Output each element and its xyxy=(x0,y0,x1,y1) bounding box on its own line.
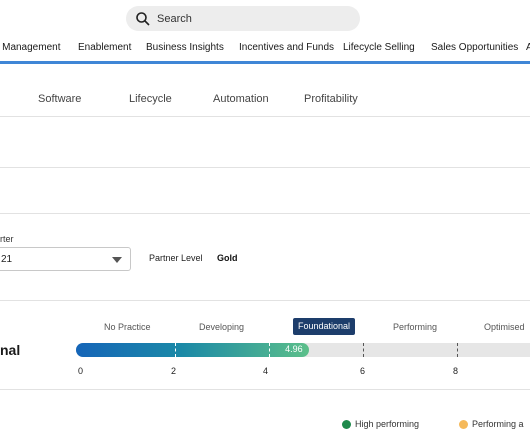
nav-item-sales-opportunities[interactable]: Sales Opportunities xyxy=(431,42,519,53)
nav-item-partner-management[interactable]: r Management xyxy=(0,42,61,53)
tick-marker xyxy=(175,343,176,357)
nav-active-underline xyxy=(0,61,530,64)
divider xyxy=(0,167,530,168)
divider xyxy=(0,300,530,301)
search-icon xyxy=(136,11,150,26)
quarter-select-value: 21 xyxy=(1,254,13,265)
partner-level-value: Gold xyxy=(217,253,238,263)
legend-label-performing: Performing a xyxy=(472,419,524,429)
maturity-progress-fill: 4.96 xyxy=(76,343,310,357)
chevron-down-icon xyxy=(112,257,122,263)
search-bar[interactable] xyxy=(126,6,360,31)
partner-level-label: Partner Level xyxy=(149,253,203,263)
stage-developing: Developing xyxy=(199,322,245,332)
legend-dot-high-performing xyxy=(342,420,351,429)
nav-item-more[interactable]: A xyxy=(526,42,530,53)
divider xyxy=(0,389,530,390)
axis-tick-label: 4 xyxy=(263,366,269,376)
legend-dot-performing xyxy=(459,420,468,429)
axis-tick-label: 6 xyxy=(360,366,366,376)
divider xyxy=(0,116,530,117)
nav-item-lifecycle-selling[interactable]: Lifecycle Selling xyxy=(343,42,415,53)
search-input[interactable] xyxy=(157,12,337,25)
main-nav: r Management Enablement Business Insight… xyxy=(0,38,530,62)
tab-automation[interactable]: Automation xyxy=(213,93,269,105)
quarter-label: rter xyxy=(0,234,14,244)
tick-marker xyxy=(457,343,458,357)
divider xyxy=(0,213,530,214)
maturity-progress-track: 4.96 xyxy=(76,343,530,357)
stage-performing: Performing xyxy=(393,322,438,332)
axis-tick-label: 8 xyxy=(453,366,459,376)
axis-tick-label: 0 xyxy=(78,366,84,376)
nav-item-incentives-and-funds[interactable]: Incentives and Funds xyxy=(239,42,335,53)
stage-no-practice: No Practice xyxy=(104,322,151,332)
nav-item-enablement[interactable]: Enablement xyxy=(78,42,132,53)
tab-software[interactable]: Software xyxy=(38,93,82,105)
tick-marker xyxy=(363,343,364,357)
legend-label-high-performing: High performing xyxy=(355,419,420,429)
score-value: 4.96 xyxy=(285,344,303,354)
axis-tick-label: 2 xyxy=(171,366,177,376)
stage-foundational-active: Foundational xyxy=(293,318,356,335)
nav-item-business-insights[interactable]: Business Insights xyxy=(146,42,224,53)
tab-lifecycle[interactable]: Lifecycle xyxy=(129,93,172,105)
maturity-row-label: nal xyxy=(0,342,21,358)
stage-optimised: Optimised xyxy=(484,322,525,332)
tab-profitability[interactable]: Profitability xyxy=(304,93,358,105)
tick-marker xyxy=(269,343,270,357)
quarter-select[interactable]: 21 xyxy=(0,247,131,271)
